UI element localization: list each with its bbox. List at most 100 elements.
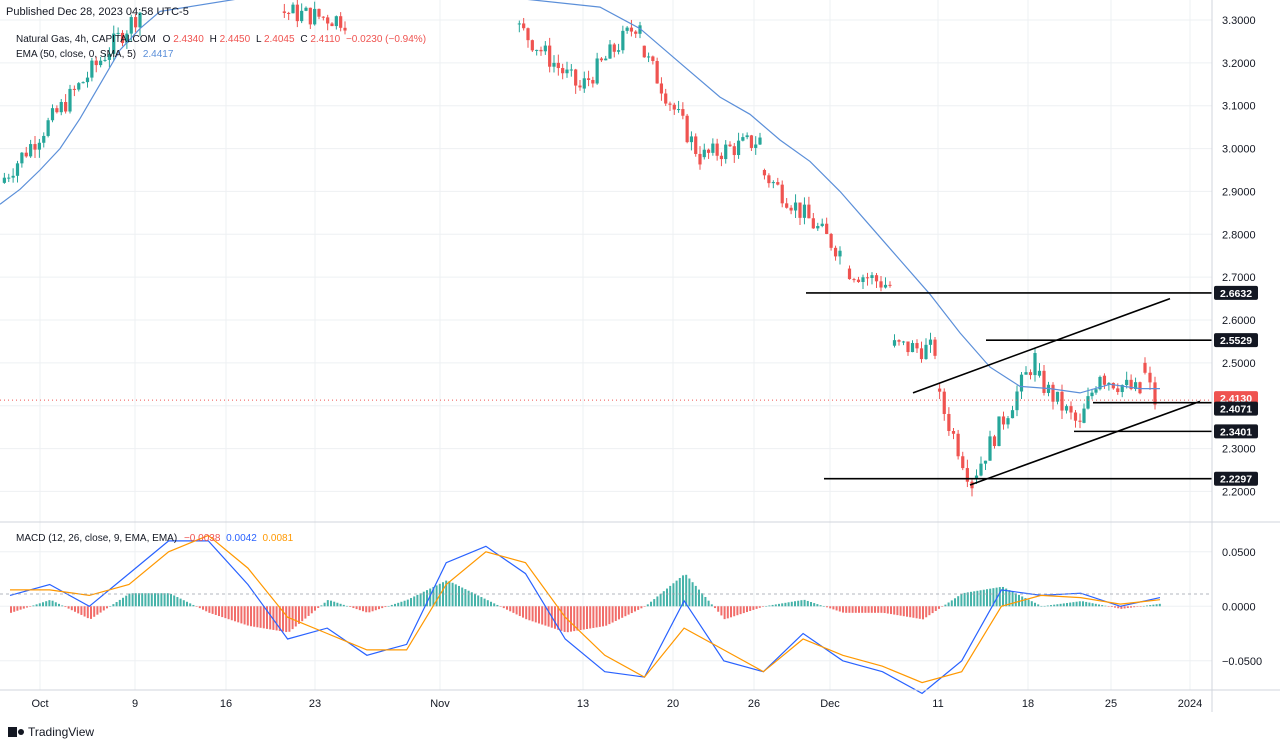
- macd-hist-bar: [902, 606, 905, 617]
- brand-logo[interactable]: TradingView: [8, 725, 94, 739]
- price-tag: [1214, 471, 1258, 486]
- candle-body: [745, 135, 749, 138]
- high-label: H: [210, 34, 217, 45]
- candle-body: [915, 343, 919, 349]
- macd-hist-bar: [653, 599, 656, 607]
- macd-hist-bar: [995, 587, 998, 607]
- macd-hist-bar: [192, 604, 195, 607]
- macd-hist-bar: [957, 596, 960, 607]
- channel-upper-line[interactable]: [912, 297, 1171, 394]
- candle-body: [838, 250, 842, 257]
- candle-body: [543, 45, 547, 52]
- macd-hist-bar: [592, 606, 595, 628]
- candle-body: [1102, 375, 1107, 385]
- macd-hist-bar: [224, 606, 227, 619]
- macd-hist-bar: [1062, 603, 1065, 607]
- candle-body: [758, 137, 762, 145]
- price-tick-label: 2.9000: [1222, 186, 1256, 198]
- candle-body: [334, 16, 338, 27]
- macd-hist-bar: [634, 606, 636, 612]
- candle-body: [771, 182, 775, 184]
- macd-hist-bar: [259, 606, 262, 628]
- macd-hist-bar: [723, 606, 726, 620]
- candle-body: [1086, 396, 1090, 409]
- candle-body: [965, 468, 969, 482]
- candle-body: [612, 44, 616, 52]
- macd-hist-bar: [406, 599, 409, 607]
- candle-body: [642, 45, 646, 58]
- ema-label: EMA (50, close, 0, SMA, 5): [16, 49, 136, 60]
- macd-hist-bar: [778, 603, 780, 607]
- candle-body: [951, 430, 956, 434]
- price-tick-label: 3.1000: [1222, 101, 1256, 113]
- macd-hist-bar: [230, 606, 233, 621]
- macd-hist-bar: [307, 606, 310, 616]
- candle-body: [629, 27, 634, 32]
- candle-body: [947, 413, 951, 431]
- macd-hist-bar: [627, 606, 630, 615]
- legend-main: Natural Gas, 4h, CAPITALCOM O 2.4340 H 2…: [16, 34, 426, 45]
- macd-hist-bar: [710, 604, 713, 607]
- macd-hist-bar: [752, 606, 755, 610]
- brand-name: TradingView: [28, 725, 95, 739]
- macd-hist-bar: [502, 606, 505, 609]
- macd-hist-bar: [646, 604, 649, 607]
- macd-hist-bar: [70, 606, 73, 611]
- time-tick-label: Nov: [430, 698, 450, 710]
- candle-body: [1073, 412, 1078, 421]
- macd-hist-bar: [390, 604, 393, 607]
- candles: [2, 0, 1157, 497]
- candle-body: [99, 60, 103, 66]
- price-tag: [1214, 391, 1258, 406]
- time-tick-label: 20: [667, 698, 679, 710]
- candle-body: [103, 59, 107, 61]
- candle-body: [595, 58, 599, 84]
- macd-hist-bar: [621, 606, 624, 618]
- candle-body: [526, 28, 530, 41]
- macd-hist-bar: [512, 606, 515, 613]
- macd-hist-bar: [704, 596, 707, 607]
- macd-hist-bar: [1011, 591, 1014, 607]
- macd-hist-bar: [1082, 601, 1084, 607]
- macd-hist-bar: [1114, 606, 1116, 608]
- macd-hist-bar: [624, 606, 627, 617]
- macd-hist-bar: [541, 606, 544, 625]
- macd-hist-bar: [845, 606, 848, 613]
- macd-hist-bar: [16, 606, 19, 611]
- candle-body: [120, 32, 125, 44]
- candle-body: [1153, 382, 1157, 405]
- macd-hist-bar: [445, 580, 448, 607]
- macd-hist-bar: [877, 606, 880, 613]
- candle-body: [732, 146, 736, 156]
- macd-hist-bar: [256, 606, 259, 628]
- channel-lower-line[interactable]: [969, 400, 1201, 486]
- macd-hist-bar: [675, 580, 678, 607]
- macd-hist-bar: [458, 585, 460, 607]
- macd-hist-bar: [125, 595, 128, 607]
- macd-hist-bar: [480, 597, 483, 607]
- candle-body: [789, 207, 793, 211]
- price-tick-label: 3.3000: [1222, 15, 1256, 27]
- candle-body: [33, 144, 37, 150]
- time-tick-label: Oct: [31, 698, 48, 710]
- macd-hist-bar: [534, 606, 537, 623]
- macd-hist-bar: [582, 606, 585, 630]
- macd-hist-bar: [38, 603, 41, 607]
- macd-hist-bar: [80, 606, 83, 615]
- macd-hist-bar: [99, 606, 102, 613]
- candle-body: [694, 136, 698, 154]
- candle-body: [46, 120, 50, 136]
- candle-body: [20, 152, 24, 164]
- macd-hist-bar: [1021, 596, 1024, 607]
- candle-body: [29, 144, 33, 157]
- macd-hist-bar: [672, 583, 675, 607]
- candle-body: [865, 277, 870, 279]
- candle-body: [924, 344, 928, 360]
- macd-hist-bar: [48, 600, 51, 607]
- candle-body: [1125, 379, 1129, 386]
- macd-hist-bar: [288, 606, 291, 632]
- macd-hist-bar: [227, 606, 230, 620]
- candle-body: [749, 135, 754, 148]
- macd-hist-bar: [630, 606, 633, 614]
